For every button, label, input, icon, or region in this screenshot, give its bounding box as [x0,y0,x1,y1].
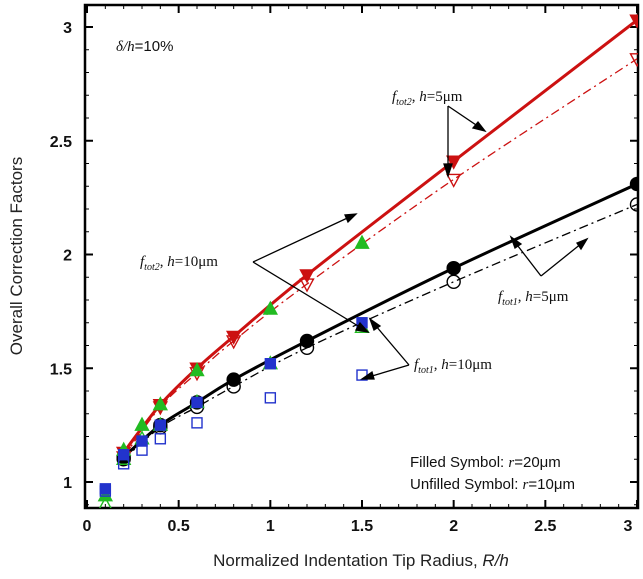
x-tick-label: 1 [266,518,275,535]
x-tick-label: 0.5 [168,518,190,535]
arrowhead [359,370,375,380]
data-point-tri-up-filled [134,416,150,431]
data-point-circle-open [629,197,638,212]
series-markers [97,14,638,508]
data-point-tri-down-open [225,335,242,350]
data-point-square-filled [99,483,112,495]
y-tick-label: 1 [63,475,72,492]
data-point-tri-down-open [629,53,638,68]
data-point-square-open [117,458,130,470]
x-axis-label: Normalized Indentation Tip Radius, R/h [213,551,509,570]
data-point-square-open [136,444,148,456]
x-tick-label: 2.5 [534,518,556,535]
data-point-tri-down-filled [445,155,462,170]
data-point-tri-down-filled [299,269,315,284]
legend-unfilled: Unfilled Symbol: r=10μm [410,476,575,493]
x-tick-label: 2 [449,518,458,535]
data-point-circle-filled [629,176,638,192]
arrowhead [471,120,487,133]
data-point-tri-down-filled [629,14,638,29]
y-tick-labels: 1 1.5 2 2.5 3 [50,20,72,492]
annotation-arrows [252,105,589,380]
x-tick-labels: 0 0.5 1 1.5 2 2.5 3 [83,518,633,535]
series-lines [122,18,638,460]
series-line-ftot1_h5_r20 [122,182,638,459]
data-point-square-filled [264,358,277,370]
arrowhead [509,235,523,249]
annotation-ftot1-h5: ftot1, h=5μm [498,289,569,308]
y-axis-label: Overall Correction Factors [7,157,26,355]
data-point-tri-up-filled [97,487,114,502]
arrow-line [252,213,357,263]
y-tick-label: 2.5 [50,134,72,151]
data-point-square-filled [191,396,203,409]
data-point-square-filled [117,449,130,461]
data-point-tri-down-open [299,278,315,293]
annotation-ftot1-h10: ftot1, h=10μm [414,357,492,376]
arrow-line [252,261,369,333]
axis-ticks [85,5,638,508]
data-point-tri-down-filled [225,330,242,345]
arrowhead [354,321,370,333]
arrowhead [576,237,589,251]
legend-filled: Filled Symbol: r=20μm [410,454,561,471]
data-point-tri-up-filled [262,300,279,315]
annotation-ftot2-h5: ftot2, h=5μm [392,89,463,108]
data-point-square-open [154,433,167,445]
annotation-ftot2-h10: ftot2, h=10μm [140,254,218,273]
data-point-circle-open [446,274,461,289]
data-point-square-filled [136,435,148,447]
data-point-tri-down-open [445,173,462,188]
arrowhead [368,317,382,331]
arrowhead [443,163,453,179]
data-point-circle-filled [446,260,461,276]
data-point-tri-up-filled [152,396,169,411]
data-point-circle-open [226,379,241,394]
y-tick-label: 3 [63,20,72,37]
data-point-square-filled [154,419,167,431]
data-point-square-open [191,417,203,429]
data-point-circle-open [299,340,315,355]
data-point-tri-up-filled [189,362,205,377]
y-tick-label: 1.5 [50,361,72,378]
data-point-tri-up-filled [354,234,370,249]
y-tick-label: 2 [63,248,72,265]
x-tick-label: 0 [83,518,92,535]
arrowhead [344,213,358,224]
data-point-tri-up-open [98,496,112,508]
data-point-square-open [99,485,112,497]
condition-label: δ/h=10% [116,38,173,55]
x-tick-label: 1.5 [351,518,373,535]
x-tick-label: 3 [624,518,633,535]
data-point-square-open [264,392,277,404]
series-line-ftot2_h5_r20 [122,18,638,454]
